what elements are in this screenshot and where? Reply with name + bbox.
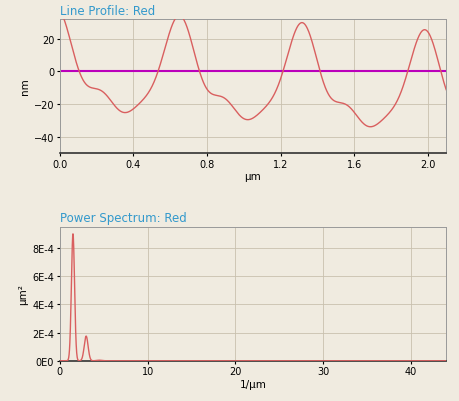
Text: Line Profile: Red: Line Profile: Red — [60, 4, 155, 18]
X-axis label: μm: μm — [244, 172, 261, 182]
Text: Power Spectrum: Red: Power Spectrum: Red — [60, 212, 186, 225]
Y-axis label: nm: nm — [20, 79, 29, 95]
X-axis label: 1/μm: 1/μm — [239, 379, 266, 389]
Y-axis label: μm²: μm² — [18, 284, 28, 304]
